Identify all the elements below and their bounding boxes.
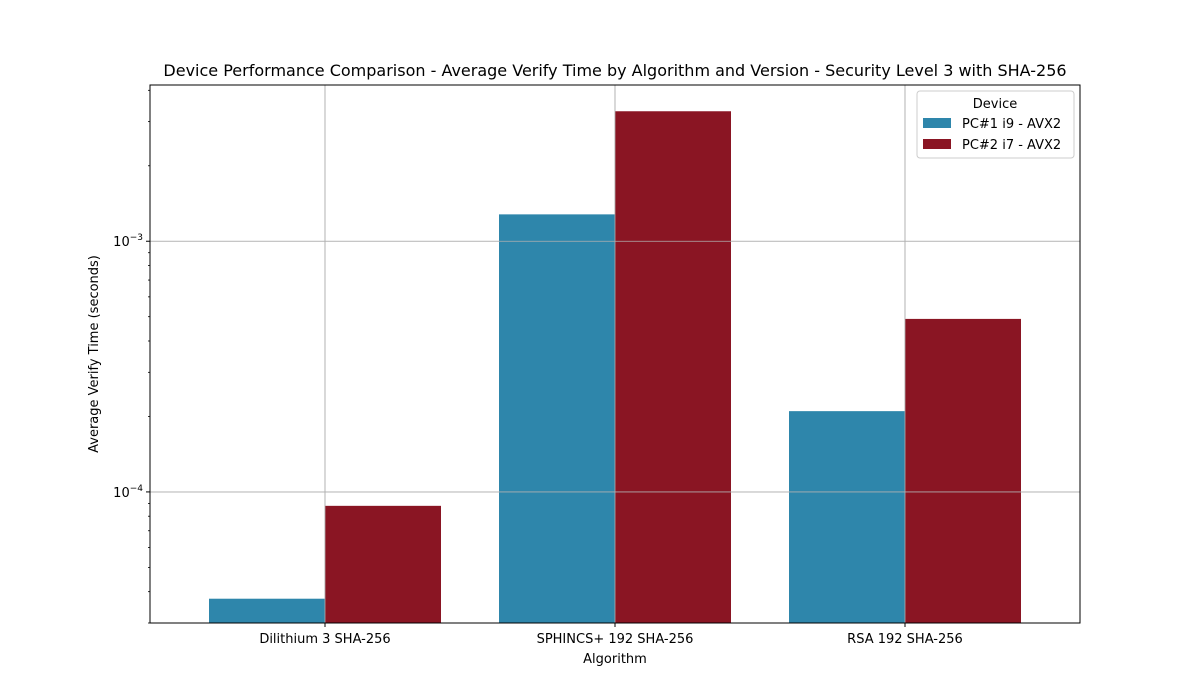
legend-label-pc2: PC#2 i7 - AVX2 — [962, 138, 1061, 153]
x-axis-label: Algorithm — [583, 652, 647, 667]
legend-swatch-pc2 — [923, 139, 951, 149]
axes: Dilithium 3 SHA-256 SPHINCS+ 192 SHA-256 R… — [113, 84, 1081, 647]
x-tick-label: SPHINCS+ 192 SHA-256 — [537, 632, 694, 647]
bar — [905, 318, 1021, 623]
bars — [150, 85, 1080, 624]
legend-label-pc1: PC#1 i9 - AVX2 — [962, 117, 1061, 132]
bar — [209, 598, 325, 623]
legend-frame — [916, 90, 1075, 159]
bar — [789, 411, 905, 623]
y-axis-label: Average Verify Time (seconds) — [87, 255, 102, 453]
legend: Device PC#1 i9 - AVX2 PC#2 i7 - AVX2 — [916, 90, 1075, 159]
bar — [499, 214, 615, 624]
x-tick-label: Dilithium 3 SHA-256 — [259, 632, 390, 647]
x-tick-label: RSA 192 SHA-256 — [847, 632, 963, 647]
bar — [325, 505, 441, 623]
chart-title: Device Performance Comparison - Average … — [163, 61, 1066, 80]
bar — [615, 111, 731, 623]
legend-title: Device — [973, 97, 1017, 112]
y-tick-label: 10−4 — [113, 484, 143, 501]
legend-swatch-pc1 — [923, 118, 951, 128]
y-tick-label: 10−3 — [113, 233, 143, 250]
